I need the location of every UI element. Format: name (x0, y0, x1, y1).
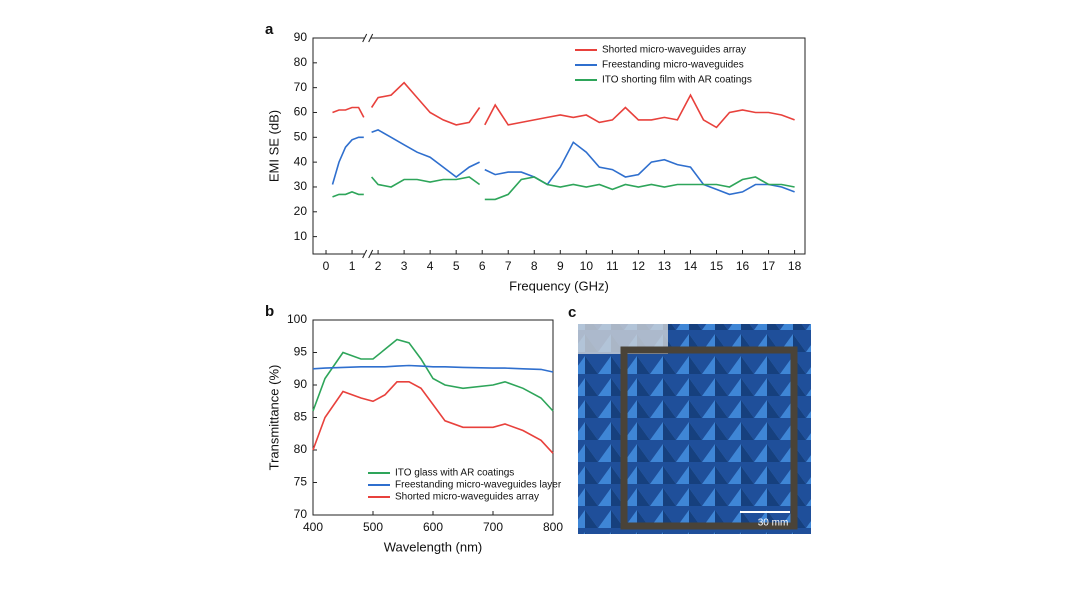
axis-break-gap (364, 34, 371, 42)
x-tick-label: 10 (580, 259, 594, 273)
y-tick-label: 20 (294, 204, 308, 218)
x-tick-label: 13 (658, 259, 672, 273)
y-tick-label: 70 (294, 80, 308, 94)
x-tick-label: 14 (684, 259, 698, 273)
axis-break-gap (364, 250, 371, 258)
plot-frame (312, 37, 806, 255)
x-tick-label: 400 (303, 520, 323, 534)
panel-label: b (265, 303, 274, 320)
y-tick-label: 80 (294, 55, 308, 69)
x-tick-label: 16 (736, 259, 750, 273)
x-tick-label: 8 (531, 259, 538, 273)
x-tick-label: 15 (710, 259, 724, 273)
series-line (312, 364, 554, 373)
x-tick-label: 700 (483, 520, 503, 534)
photo-background (578, 324, 811, 534)
legend-label: ITO glass with AR coatings (395, 468, 514, 479)
x-tick-label: 2 (375, 259, 382, 273)
y-tick-label: 80 (294, 442, 308, 456)
series-line (332, 176, 795, 201)
y-tick-label: 90 (294, 377, 308, 391)
x-axis-label: Frequency (GHz) (509, 278, 609, 293)
y-tick-label: 60 (294, 105, 308, 119)
y-axis-label: EMI SE (dB) (266, 110, 281, 182)
y-tick-label: 70 (294, 507, 308, 521)
y-tick-label: 30 (294, 179, 308, 193)
y-tick-label: 100 (287, 312, 307, 326)
y-tick-label: 95 (294, 345, 308, 359)
legend-label: ITO shorting film with AR coatings (602, 75, 752, 86)
axis-break (368, 33, 374, 43)
series-line (331, 129, 795, 196)
y-tick-label: 85 (294, 410, 308, 424)
x-tick-label: 3 (401, 259, 408, 273)
x-tick-label: 7 (505, 259, 512, 273)
axis-break (368, 249, 374, 259)
x-tick-label: 6 (479, 259, 486, 273)
legend-label: Freestanding micro-waveguides layer (395, 480, 562, 491)
legend-label: Shorted micro-waveguides array (395, 492, 539, 503)
y-axis-label: Transmittance (%) (266, 365, 281, 471)
x-tick-label: 0 (323, 259, 330, 273)
x-tick-label: 18 (788, 259, 802, 273)
photo: 30 mm (578, 324, 811, 534)
x-tick-label: 4 (427, 259, 434, 273)
x-tick-label: 1 (349, 259, 356, 273)
series-line (312, 381, 554, 454)
x-tick-label: 800 (543, 520, 563, 534)
x-tick-label: 12 (632, 259, 646, 273)
x-axis-label: Wavelength (nm) (384, 539, 483, 554)
x-tick-label: 5 (453, 259, 460, 273)
x-tick-label: 11 (606, 259, 619, 273)
y-tick-label: 10 (294, 229, 308, 243)
legend-label: Freestanding micro-waveguides (602, 60, 744, 71)
sample-frame (620, 346, 798, 530)
x-tick-label: 600 (423, 520, 443, 534)
y-tick-label: 75 (294, 475, 308, 489)
y-tick-label: 90 (294, 30, 308, 44)
series-line (312, 338, 554, 412)
panel-label: a (265, 21, 274, 38)
panel-label: c (568, 304, 576, 321)
x-tick-label: 17 (762, 259, 776, 273)
x-tick-label: 9 (557, 259, 564, 273)
axis-break (362, 33, 368, 43)
series-line (332, 81, 795, 129)
scale-label: 30 mm (758, 518, 789, 529)
axis-break (362, 249, 368, 259)
y-tick-label: 40 (294, 154, 308, 168)
legend-label: Shorted micro-waveguides array (602, 45, 746, 56)
x-tick-label: 500 (363, 520, 383, 534)
y-tick-label: 50 (294, 129, 308, 143)
